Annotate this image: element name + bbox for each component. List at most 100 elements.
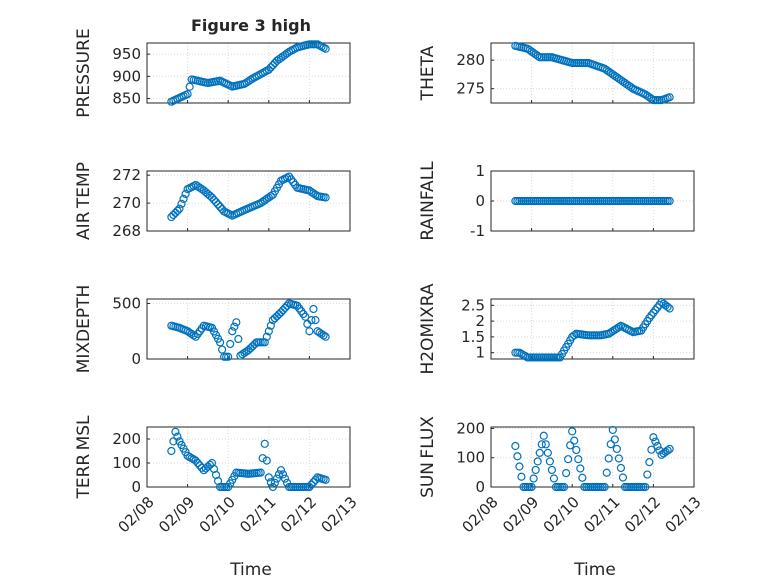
data-point xyxy=(547,465,557,475)
y-tick-label: 268 xyxy=(112,222,141,240)
data-point xyxy=(313,327,322,336)
data-point xyxy=(315,328,324,337)
data-point xyxy=(610,71,619,80)
data-point xyxy=(604,329,613,338)
data-point xyxy=(643,470,652,479)
axes-box xyxy=(146,426,351,488)
data-point xyxy=(262,332,271,341)
x-tick-label: 02/09 xyxy=(155,493,198,536)
y-tick-label: 500 xyxy=(112,294,141,312)
y-tick-label: 1 xyxy=(475,344,485,362)
data-point xyxy=(663,302,672,311)
data-point xyxy=(272,312,282,321)
data-point xyxy=(309,478,318,487)
data-point xyxy=(167,212,176,222)
data-point xyxy=(653,303,662,312)
data-point xyxy=(665,196,674,206)
y-axis-label: MIXDEPTH xyxy=(74,285,94,374)
x-tick-label: 02/10 xyxy=(196,493,239,536)
data-point xyxy=(649,433,658,442)
data-point xyxy=(183,327,192,336)
xlabel-right: Time xyxy=(573,560,616,580)
subplot-6: 0 100 200 TERR MSL xyxy=(74,415,351,500)
data-point xyxy=(525,46,534,55)
data-point xyxy=(612,73,621,82)
data-point xyxy=(620,78,630,88)
y-tick-label: 1.5 xyxy=(461,328,485,346)
data-point xyxy=(602,66,611,75)
data-point xyxy=(240,79,249,88)
data-point xyxy=(600,64,609,73)
data-point xyxy=(578,473,587,482)
data-point xyxy=(207,193,217,202)
data-point xyxy=(181,189,190,199)
data-point xyxy=(511,441,520,451)
data-point xyxy=(264,327,273,336)
data-point xyxy=(193,182,202,191)
data-point xyxy=(564,455,573,464)
data-point xyxy=(600,482,609,492)
data-point xyxy=(258,454,267,463)
data-point xyxy=(305,482,314,492)
data-point xyxy=(282,478,292,487)
data-point xyxy=(641,90,650,99)
data-point xyxy=(266,321,275,330)
data-point xyxy=(604,67,613,76)
data-point xyxy=(527,482,536,492)
data-point xyxy=(282,301,292,310)
data-point xyxy=(570,331,579,340)
data-point xyxy=(653,441,662,451)
data-point xyxy=(226,339,235,349)
data-point xyxy=(282,49,292,58)
y-axis-label: H2OMIXRA xyxy=(418,283,438,374)
data-point xyxy=(215,338,225,347)
data-point xyxy=(614,454,623,463)
data-point xyxy=(205,460,215,469)
data-point xyxy=(533,51,542,60)
data-point xyxy=(256,468,265,477)
data-point xyxy=(266,63,275,72)
x-tick-label: 02/13 xyxy=(317,493,360,536)
axes-box xyxy=(146,298,351,360)
data-point xyxy=(307,316,316,325)
data-point xyxy=(537,440,546,449)
data-point xyxy=(568,427,577,436)
data-point xyxy=(541,440,550,449)
data-point xyxy=(169,210,178,220)
data-point xyxy=(268,61,277,70)
data-point xyxy=(647,311,656,320)
data-point xyxy=(173,206,182,215)
data-point xyxy=(301,312,310,321)
data-point xyxy=(606,328,615,337)
data-point xyxy=(185,452,194,462)
subplot-4: 0 500 MIXDEPTH xyxy=(74,285,351,374)
data-point xyxy=(535,448,544,457)
data-point xyxy=(517,472,526,481)
data-point xyxy=(242,78,251,87)
data-point xyxy=(177,199,186,208)
data-point xyxy=(616,76,626,85)
y-tick-label: 200 xyxy=(112,430,141,448)
data-point xyxy=(280,474,290,483)
data-point xyxy=(183,90,192,99)
data-point xyxy=(321,475,330,484)
data-point xyxy=(612,324,621,333)
data-point xyxy=(647,94,656,103)
data-point xyxy=(276,466,286,475)
data-point xyxy=(175,204,184,213)
x-tick-label: 02/08 xyxy=(114,493,157,536)
data-point xyxy=(515,462,524,471)
subplot-3: -1 0 1 RAINFALL xyxy=(418,161,695,241)
data-point xyxy=(307,480,316,489)
data-point xyxy=(187,454,196,463)
data-point xyxy=(610,435,619,444)
data-point xyxy=(262,456,271,465)
data-point xyxy=(604,454,613,463)
data-point xyxy=(645,313,654,323)
data-point xyxy=(641,482,650,492)
data-point xyxy=(276,308,286,317)
data-point xyxy=(260,439,269,448)
data-point xyxy=(171,427,180,436)
data-point xyxy=(234,334,243,344)
data-point xyxy=(191,456,200,465)
